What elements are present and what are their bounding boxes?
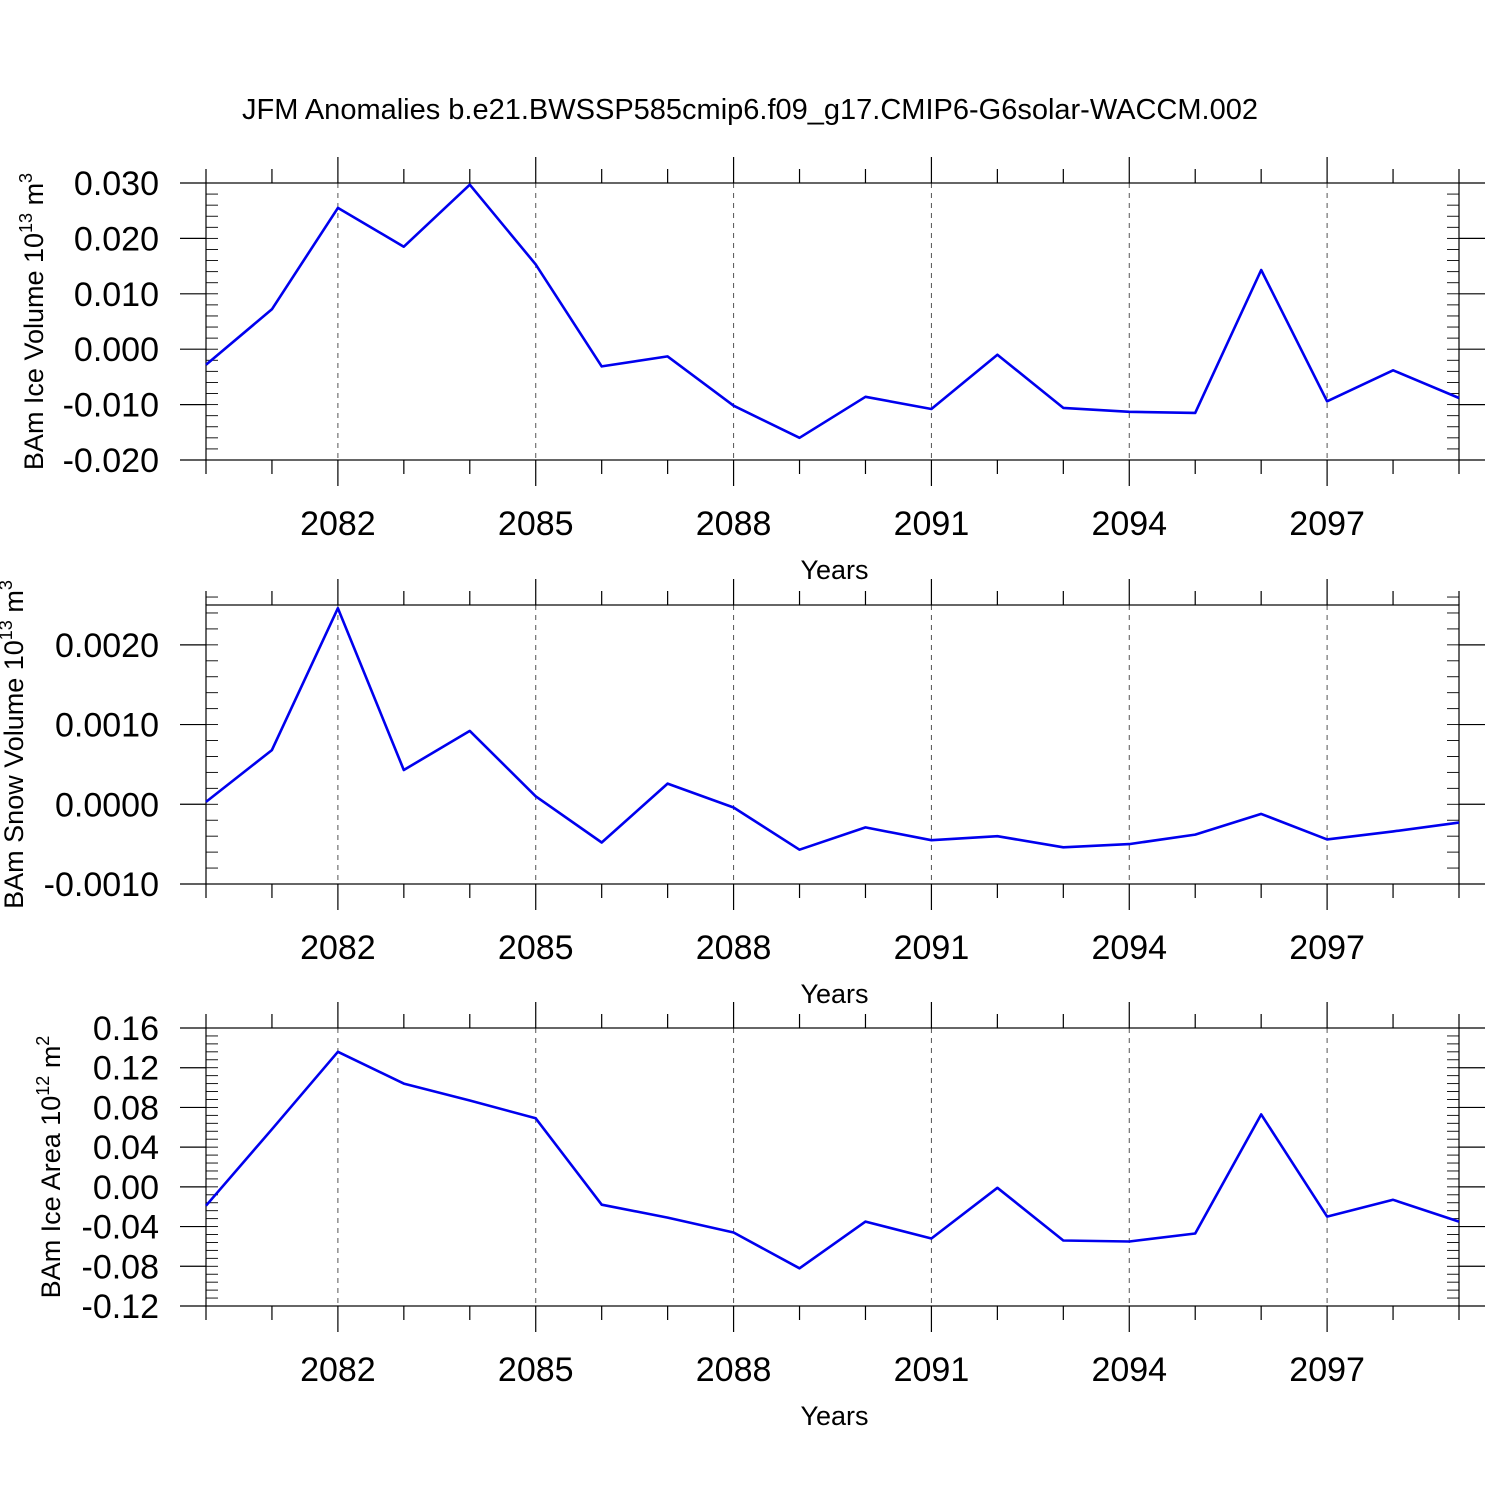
x-tick-label: 2097 (1289, 505, 1365, 543)
y-axis-title-main: BAm Ice Area 10 (36, 1096, 66, 1299)
x-tick-label: 2097 (1289, 1351, 1365, 1389)
x-tick-label: 2085 (498, 929, 574, 967)
y-tick-label: -0.020 (63, 442, 159, 480)
y-axis-title-exponent: 13 (16, 213, 36, 233)
x-tick-label: 2085 (498, 505, 574, 543)
panel-ice-volume: -0.020 -0.010 0.000 0.010 0.020 0.030 2082 2085… (16, 157, 1485, 585)
y-tick-label: 0.16 (93, 1010, 159, 1048)
y-axis-title-unit: m (36, 1046, 66, 1076)
x-tick-label: 2094 (1091, 929, 1167, 967)
x-tick-label: 2091 (894, 1351, 970, 1389)
y-axis-title: BAm Snow Volume 1013 m3 (0, 580, 29, 909)
y-axis-title: BAm Ice Volume 1013 m3 (16, 173, 49, 470)
x-tick-label: 2094 (1091, 505, 1167, 543)
y-axis-title-unit-exponent: 2 (33, 1036, 53, 1046)
y-tick-label: -0.08 (82, 1248, 160, 1286)
y-tick-label: 0.12 (93, 1050, 159, 1088)
series-line (205, 183, 1460, 440)
x-tick-label: 2088 (696, 929, 772, 967)
y-axis-title: BAm Ice Area 1012 m2 (33, 1036, 66, 1299)
x-tick-label: 2091 (894, 929, 970, 967)
x-tick-label: 2088 (696, 1351, 772, 1389)
y-tick-label: 0.08 (93, 1089, 159, 1127)
y-axis-title-exponent: 13 (0, 620, 16, 640)
x-tick-label: 2082 (300, 929, 376, 967)
series-line (205, 1050, 1460, 1270)
y-tick-label: 0.030 (74, 165, 159, 203)
y-axis-title-main: BAm Ice Volume 10 (19, 233, 49, 470)
plot-frame (205, 182, 1460, 461)
y-axis-title-unit-exponent: 3 (0, 580, 16, 590)
y-tick-label: 0.00 (93, 1169, 159, 1207)
chart-panels: -0.020 -0.010 0.000 0.010 0.020 0.030 2082 2085… (0, 157, 1485, 1431)
y-tick-label: 0.04 (93, 1129, 159, 1167)
plot-frame (205, 1027, 1460, 1307)
x-axis-title: Years (800, 979, 868, 1009)
x-axis-title: Years (800, 1401, 868, 1431)
y-tick-label: 0.0010 (55, 707, 159, 745)
x-tick-label: 2085 (498, 1351, 574, 1389)
y-tick-label: -0.12 (82, 1288, 160, 1326)
x-tick-label: 2094 (1091, 1351, 1167, 1389)
y-tick-label: 0.010 (74, 276, 159, 314)
x-tick-label: 2091 (894, 505, 970, 543)
y-axis-title-unit: m (19, 183, 49, 213)
y-tick-label: 0.020 (74, 220, 159, 258)
y-tick-label: 0.0000 (55, 786, 159, 824)
x-tick-label: 2097 (1289, 929, 1365, 967)
x-tick-label: 2082 (300, 1351, 376, 1389)
series-line (205, 606, 1460, 852)
y-axis-title-unit: m (0, 590, 29, 620)
y-axis-title-main: BAm Snow Volume 10 (0, 640, 29, 909)
x-axis-title: Years (800, 555, 868, 585)
y-axis-title-exponent: 12 (33, 1076, 53, 1096)
y-tick-label: -0.010 (63, 387, 159, 425)
chart-title: JFM Anomalies b.e21.BWSSP585cmip6.f09_g1… (242, 94, 1258, 126)
panel-snow-volume: -0.0010 0.0000 0.0010 0.0020 2082 2085 2088 209… (0, 579, 1485, 1009)
y-axis-title-unit-exponent: 3 (16, 173, 36, 183)
x-tick-label: 2082 (300, 505, 376, 543)
y-tick-label: 0.0020 (55, 627, 159, 665)
panel-ice-area: -0.12-0.08-0.040.000.040.080.120.16 2082 2… (33, 1002, 1485, 1431)
y-tick-label: 0.000 (74, 331, 159, 369)
plot-frame (205, 604, 1460, 885)
y-tick-label: -0.0010 (44, 866, 159, 904)
y-tick-label: -0.04 (82, 1209, 160, 1247)
x-tick-label: 2088 (696, 505, 772, 543)
